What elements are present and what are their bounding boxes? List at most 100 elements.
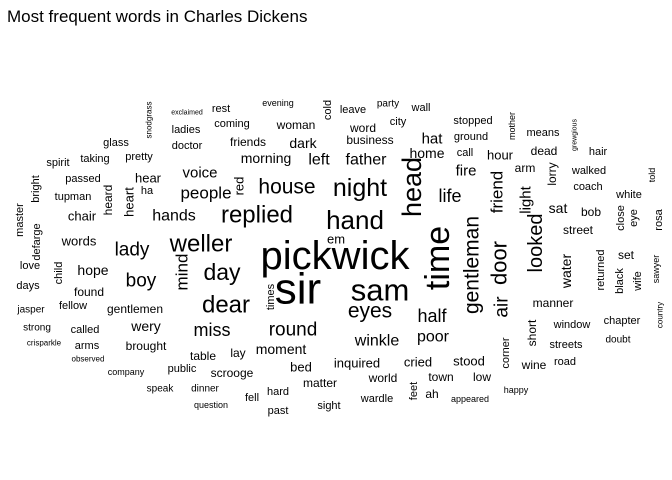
word-close: close (615, 205, 627, 231)
word-wine: wine (521, 358, 547, 372)
word-ground: ground (454, 131, 488, 143)
word-house: house (258, 176, 315, 199)
word-returned: returned (595, 250, 607, 291)
word-dead: dead (531, 144, 558, 158)
word-country: country (656, 302, 665, 328)
word-mind: mind (173, 254, 192, 291)
word-sawyer: sawyer (651, 255, 661, 284)
word-appeared: appeared (451, 394, 489, 404)
word-fellow: fellow (59, 300, 87, 312)
word-tupman: tupman (55, 191, 92, 203)
word-half: half (417, 306, 447, 326)
word-father: father (346, 152, 388, 169)
word-doctor: doctor (172, 140, 203, 152)
word-hands: hands (152, 208, 196, 225)
word-poor: poor (417, 329, 450, 346)
word-window: window (553, 319, 591, 331)
word-time: time (419, 226, 457, 290)
word-hour: hour (487, 148, 514, 163)
word-hope: hope (77, 262, 108, 278)
word-business: business (346, 133, 393, 147)
word-chapter: chapter (604, 315, 641, 327)
word-means: means (526, 127, 560, 139)
word-hat: hat (422, 131, 444, 148)
word-people: people (180, 184, 231, 203)
word-eye: eye (628, 209, 640, 227)
word-hear: hear (135, 171, 162, 186)
word-life: life (438, 186, 461, 206)
word-ha: ha (141, 185, 154, 197)
word-crisparkle: crisparkle (27, 339, 62, 348)
word-company: company (108, 367, 145, 377)
word-eyes: eyes (348, 300, 392, 323)
word-question: question (194, 400, 228, 410)
word-friends: friends (230, 135, 266, 149)
word-gentleman: gentleman (461, 216, 484, 314)
word-pretty: pretty (125, 151, 153, 163)
word-wall: wall (411, 102, 431, 114)
word-table: table (190, 349, 216, 363)
word-ah: ah (425, 387, 438, 401)
word-gentlemen: gentlemen (107, 302, 163, 316)
word-road: road (554, 356, 576, 368)
word-evening: evening (262, 98, 294, 108)
word-hand: hand (326, 205, 384, 235)
word-speak: speak (147, 384, 175, 395)
word-mother: mother (507, 112, 517, 140)
word-coming: coming (214, 118, 249, 130)
word-left: left (308, 152, 330, 169)
word-home: home (409, 145, 444, 161)
word-hair: hair (589, 146, 608, 158)
word-fire: fire (456, 163, 477, 180)
word-bob: bob (581, 205, 601, 219)
word-street: street (563, 223, 594, 237)
word-love: love (20, 260, 40, 272)
word-defarge: defarge (31, 223, 43, 260)
word-wife: wife (632, 271, 644, 292)
word-taking: taking (80, 153, 109, 165)
word-corner: corner (500, 337, 512, 369)
word-past: past (268, 405, 289, 417)
word-day: day (203, 259, 241, 285)
word-walked: walked (571, 165, 606, 177)
word-matter: matter (303, 376, 337, 390)
word-told: told (647, 168, 657, 183)
word-call: call (457, 147, 474, 159)
word-replied: replied (221, 202, 293, 229)
word-observed: observed (72, 355, 105, 364)
chart-title: Most frequent words in Charles Dickens (7, 7, 308, 26)
word-snodgrass: snodgrass (145, 102, 154, 139)
word-glass: glass (103, 137, 129, 149)
word-scrooge: scrooge (211, 366, 254, 380)
word-child: child (53, 262, 65, 285)
word-white: white (615, 189, 642, 201)
word-stopped: stopped (453, 115, 492, 127)
word-bright: bright (30, 175, 42, 203)
word-looked: looked (525, 214, 547, 273)
word-times: times (265, 283, 277, 310)
word-streets: streets (549, 339, 583, 351)
word-wery: wery (130, 318, 161, 334)
word-word: word (349, 121, 376, 135)
word-arm: arm (515, 161, 536, 175)
word-set: set (618, 248, 635, 262)
word-coach: coach (573, 181, 602, 193)
word-chair: chair (68, 209, 97, 224)
word-wardle: wardle (360, 393, 393, 405)
word-found: found (74, 285, 104, 299)
word-leave: leave (340, 104, 366, 116)
word-light: light (518, 185, 535, 213)
word-dear: dear (202, 292, 250, 319)
word-world: world (368, 371, 398, 385)
word-brought: brought (126, 339, 167, 353)
word-rest: rest (212, 103, 230, 115)
word-low: low (473, 370, 491, 384)
word-sir: sir (275, 265, 321, 314)
word-spirit: spirit (46, 157, 69, 169)
word-head: head (397, 157, 427, 217)
word-sat: sat (549, 200, 568, 216)
word-moment: moment (256, 341, 307, 357)
word-cold: cold (322, 100, 334, 120)
word-inquired: inquired (334, 356, 380, 371)
word-dinner: dinner (191, 384, 219, 395)
